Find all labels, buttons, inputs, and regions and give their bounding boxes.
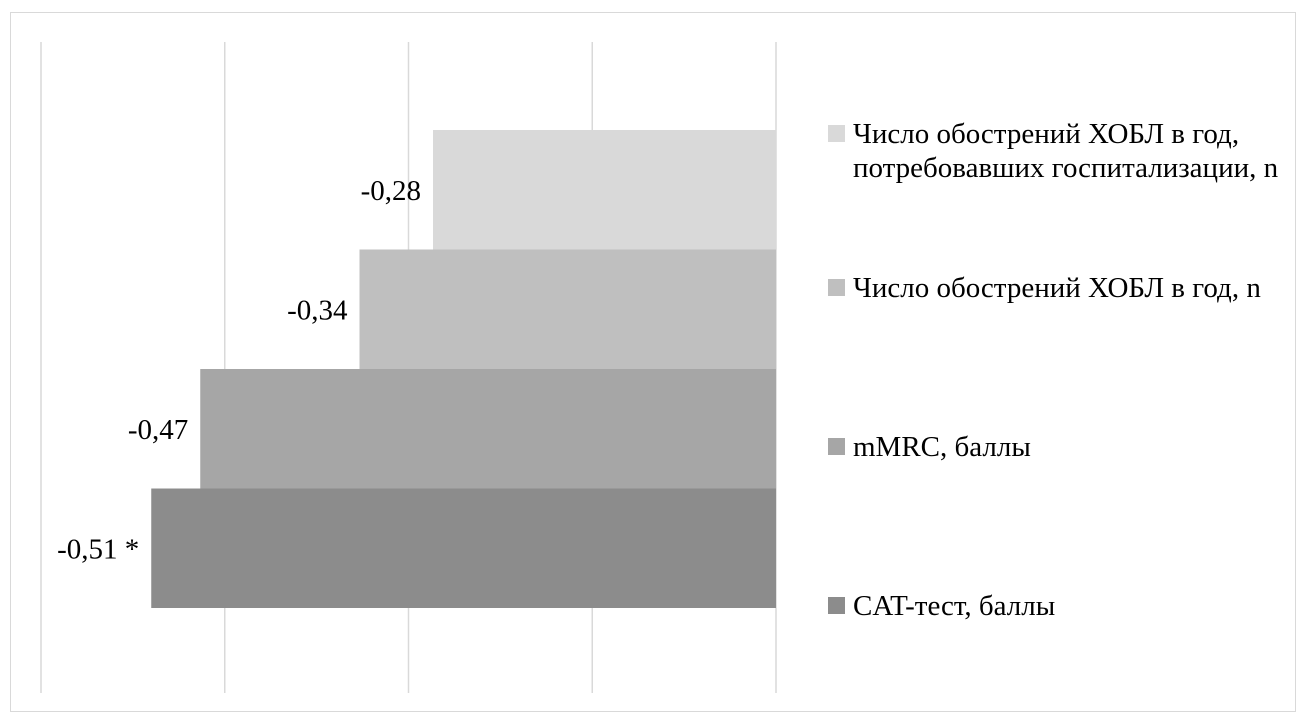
- data-label-3: -0,51 *: [57, 533, 139, 565]
- bar-1: [359, 249, 776, 369]
- legend-label: mMRC, баллы: [853, 431, 1031, 463]
- bar-3: [151, 488, 776, 608]
- legend-swatch-icon: [828, 279, 845, 296]
- legend-swatch-icon: [828, 125, 845, 142]
- legend-swatch-icon: [828, 438, 845, 455]
- bar-0: [433, 130, 776, 250]
- bars: [151, 130, 776, 608]
- data-label-1: -0,34: [287, 294, 348, 326]
- legend: Число обострений ХОБЛ в год, потребовавш…: [828, 0, 1298, 725]
- legend-label: Число обострений ХОБЛ в год, потребовавш…: [853, 118, 1279, 184]
- data-labels: -0,28 -0,34 -0,47 -0,51 *: [57, 175, 421, 566]
- legend-label: CAT-тест, баллы: [853, 590, 1056, 622]
- data-label-2: -0,47: [128, 414, 188, 446]
- legend-label: Число обострений ХОБЛ в год, n: [853, 272, 1261, 304]
- bar-2: [200, 369, 776, 489]
- legend-swatch-icon: [828, 597, 845, 614]
- data-label-0: -0,28: [361, 175, 421, 207]
